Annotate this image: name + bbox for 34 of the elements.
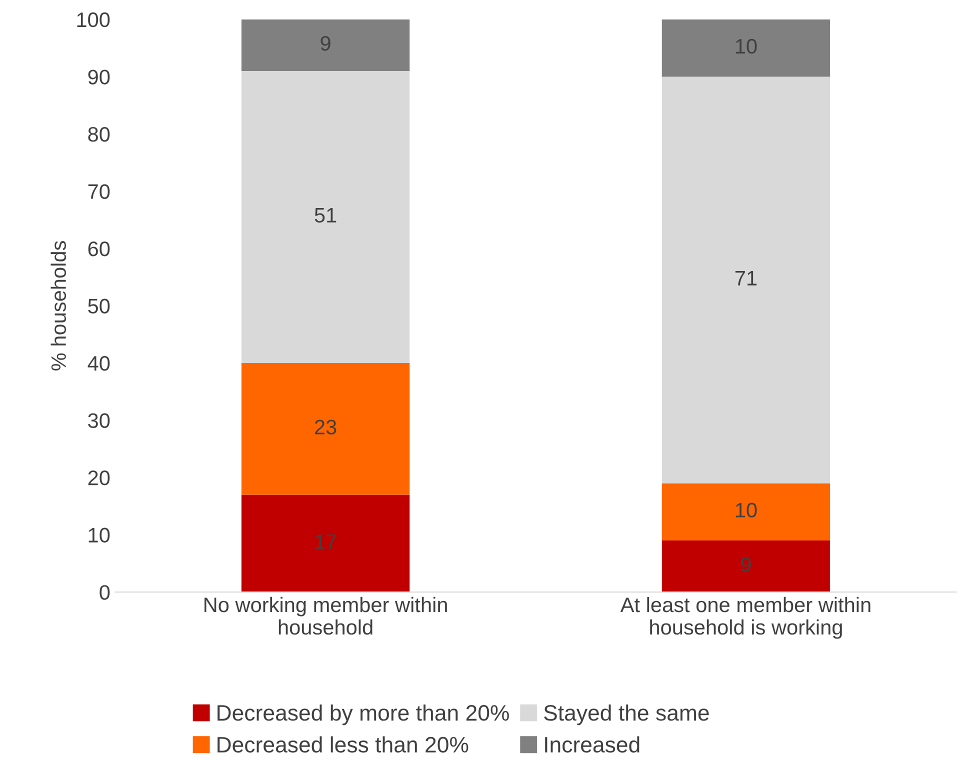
legend-label: Stayed the same	[544, 704, 709, 726]
bar	[662, 483, 830, 541]
y-tick-label: 60	[88, 241, 110, 256]
y-tick-label: 0	[100, 585, 110, 600]
data-label: 23	[315, 420, 336, 434]
legend-label: Decreased by more than 20%	[218, 704, 509, 726]
y-tick-label: 50	[88, 298, 110, 314]
bar	[662, 540, 830, 592]
x-tick-label: No working member within household	[204, 596, 447, 635]
data-label: 51	[314, 208, 336, 223]
bar	[241, 19, 410, 71]
y-tick-label: 80	[88, 126, 110, 142]
data-label: 9	[741, 557, 751, 572]
y-tick-label: 30	[88, 413, 110, 428]
y-tick-label: 40	[88, 356, 110, 371]
y-tick-label: 90	[88, 70, 110, 84]
y-tick-label: 70	[88, 184, 110, 199]
legend-label: Decreased less than 20%	[218, 736, 468, 753]
data-label: 71	[735, 271, 757, 286]
legend-label: Increased	[545, 736, 640, 753]
data-label: 9	[320, 36, 330, 51]
data-label: 17	[316, 534, 336, 549]
data-label: 10	[736, 38, 757, 54]
bar	[662, 19, 830, 77]
y-tick-label: 20	[88, 470, 110, 486]
bar	[241, 494, 410, 592]
y-tick-label: 100	[77, 12, 110, 28]
x-tick-label: At least one member within household is working	[620, 596, 870, 639]
data-label: 10	[736, 502, 757, 518]
bar	[662, 76, 830, 484]
bar	[241, 363, 410, 495]
y-tick-label: 10	[88, 528, 110, 543]
bar	[241, 70, 410, 364]
y-axis-title: % households	[50, 241, 66, 370]
